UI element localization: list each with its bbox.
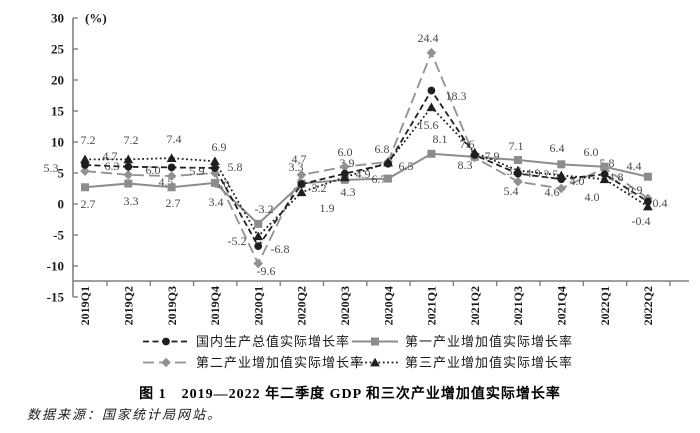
legend-label-primary-industry: 第一产业增加值实际增长率 <box>405 334 574 349</box>
legend-label-secondary-industry: 第二产业增加值实际增长率 <box>196 355 365 370</box>
legend-sample-primary-icon <box>352 337 398 346</box>
svg-text:2.5: 2.5 <box>544 167 559 181</box>
svg-text:2020Q4: 2020Q4 <box>381 286 395 325</box>
svg-text:-6.8: -6.8 <box>271 242 290 256</box>
line-chart: 30 25 20 15 10 5 0 -5 -10 -15 (%) 2019Q1 2019Q2 2019Q… <box>44 11 689 325</box>
svg-text:6.5: 6.5 <box>399 159 414 173</box>
svg-text:3.4: 3.4 <box>209 195 224 209</box>
svg-text:4.0: 4.0 <box>570 174 585 188</box>
legend-item-primary-industry: 第一产业增加值实际增长率 <box>352 334 573 349</box>
svg-text:15: 15 <box>51 104 65 119</box>
svg-text:-10: -10 <box>47 259 64 274</box>
source-note: 数据来源：国家统计局网站。 <box>27 407 223 422</box>
svg-text:3.3: 3.3 <box>124 194 139 208</box>
svg-text:6.4: 6.4 <box>550 141 565 155</box>
svg-text:6.0: 6.0 <box>584 145 599 159</box>
svg-text:7.9: 7.9 <box>485 149 500 163</box>
svg-text:4.0: 4.0 <box>585 190 600 204</box>
svg-text:25: 25 <box>51 42 65 57</box>
svg-text:7.2: 7.2 <box>81 133 96 147</box>
svg-text:2.7: 2.7 <box>166 196 181 210</box>
svg-text:2019Q2: 2019Q2 <box>122 286 136 325</box>
svg-text:-0.4: -0.4 <box>632 214 651 228</box>
svg-text:5.9: 5.9 <box>190 164 205 178</box>
legend-item-gdp: 国内生产总值实际增长率 <box>143 334 350 349</box>
svg-text:-5: -5 <box>53 228 64 243</box>
svg-text:7.1: 7.1 <box>509 139 524 153</box>
svg-text:5.8: 5.8 <box>228 160 243 174</box>
legend-sample-gdp-icon <box>143 337 189 346</box>
svg-text:-15: -15 <box>47 290 65 305</box>
legend-label-gdp: 国内生产总值实际增长率 <box>196 334 351 349</box>
svg-text:3.2: 3.2 <box>312 181 327 195</box>
svg-text:1.9: 1.9 <box>320 201 335 215</box>
legend-label-tertiary-industry: 第三产业增加值实际增长率 <box>405 355 574 370</box>
svg-text:(%): (%) <box>85 11 107 26</box>
svg-text:24.4: 24.4 <box>418 31 439 45</box>
svg-text:2020Q3: 2020Q3 <box>338 286 352 325</box>
svg-text:4.6: 4.6 <box>545 185 560 199</box>
svg-text:2022Q2: 2022Q2 <box>641 286 655 325</box>
legend-sample-tertiary-icon <box>352 357 398 367</box>
legend-sample-secondary-icon <box>143 357 189 368</box>
svg-text:5.3: 5.3 <box>44 161 59 175</box>
svg-text:6.7: 6.7 <box>372 172 387 186</box>
svg-text:2019Q3: 2019Q3 <box>165 286 179 325</box>
svg-text:4.4: 4.4 <box>627 159 642 173</box>
svg-text:0: 0 <box>58 197 65 212</box>
svg-text:20: 20 <box>51 73 64 88</box>
svg-text:5.4: 5.4 <box>504 184 519 198</box>
legend-item-tertiary-industry: 第三产业增加值实际增长率 <box>352 355 573 370</box>
svg-text:2019Q4: 2019Q4 <box>208 286 222 325</box>
svg-text:2021Q4: 2021Q4 <box>555 286 569 325</box>
svg-text:6.0: 6.0 <box>146 163 161 177</box>
svg-text:2020Q2: 2020Q2 <box>295 286 309 325</box>
svg-text:4.3: 4.3 <box>341 185 356 199</box>
svg-text:30: 30 <box>51 11 64 26</box>
svg-text:10: 10 <box>51 135 64 150</box>
svg-text:6.3: 6.3 <box>105 159 120 173</box>
svg-text:0.4: 0.4 <box>653 196 668 210</box>
svg-text:4.7: 4.7 <box>292 152 307 166</box>
svg-text:2.7: 2.7 <box>81 197 96 211</box>
svg-text:7.2: 7.2 <box>124 133 139 147</box>
svg-text:2021Q3: 2021Q3 <box>511 286 525 325</box>
svg-text:6.9: 6.9 <box>212 140 227 154</box>
svg-text:5: 5 <box>58 166 65 181</box>
svg-text:18.3: 18.3 <box>446 89 467 103</box>
svg-text:4.8: 4.8 <box>609 170 624 184</box>
svg-text:15.6: 15.6 <box>418 118 439 132</box>
svg-text:8.1: 8.1 <box>433 132 448 146</box>
svg-text:2022Q1: 2022Q1 <box>598 286 612 325</box>
svg-text:4.9: 4.9 <box>356 167 371 181</box>
svg-text:4.9: 4.9 <box>526 166 541 180</box>
svg-text:2019Q1: 2019Q1 <box>78 286 92 325</box>
svg-text:2020Q1: 2020Q1 <box>251 286 265 325</box>
figure-caption: 图 1 2019—2022 年二季度 GDP 和三次产业增加值实际增长率 <box>139 387 561 402</box>
svg-text:6.8: 6.8 <box>375 142 390 156</box>
svg-text:8.3: 8.3 <box>458 158 473 172</box>
svg-text:-9.6: -9.6 <box>257 264 276 278</box>
svg-text:2021Q2: 2021Q2 <box>468 286 482 325</box>
svg-text:2021Q1: 2021Q1 <box>425 286 439 325</box>
svg-text:-3.2: -3.2 <box>255 202 274 216</box>
legend-item-secondary-industry: 第二产业增加值实际增长率 <box>143 355 364 370</box>
svg-text:6.0: 6.0 <box>338 145 353 159</box>
svg-text:7.4: 7.4 <box>167 132 182 146</box>
svg-text:4.7: 4.7 <box>103 149 118 163</box>
svg-text:0.9: 0.9 <box>628 183 643 197</box>
svg-text:3.3: 3.3 <box>289 160 304 174</box>
svg-text:7.6: 7.6 <box>460 137 475 151</box>
svg-text:-5.2: -5.2 <box>228 234 247 248</box>
